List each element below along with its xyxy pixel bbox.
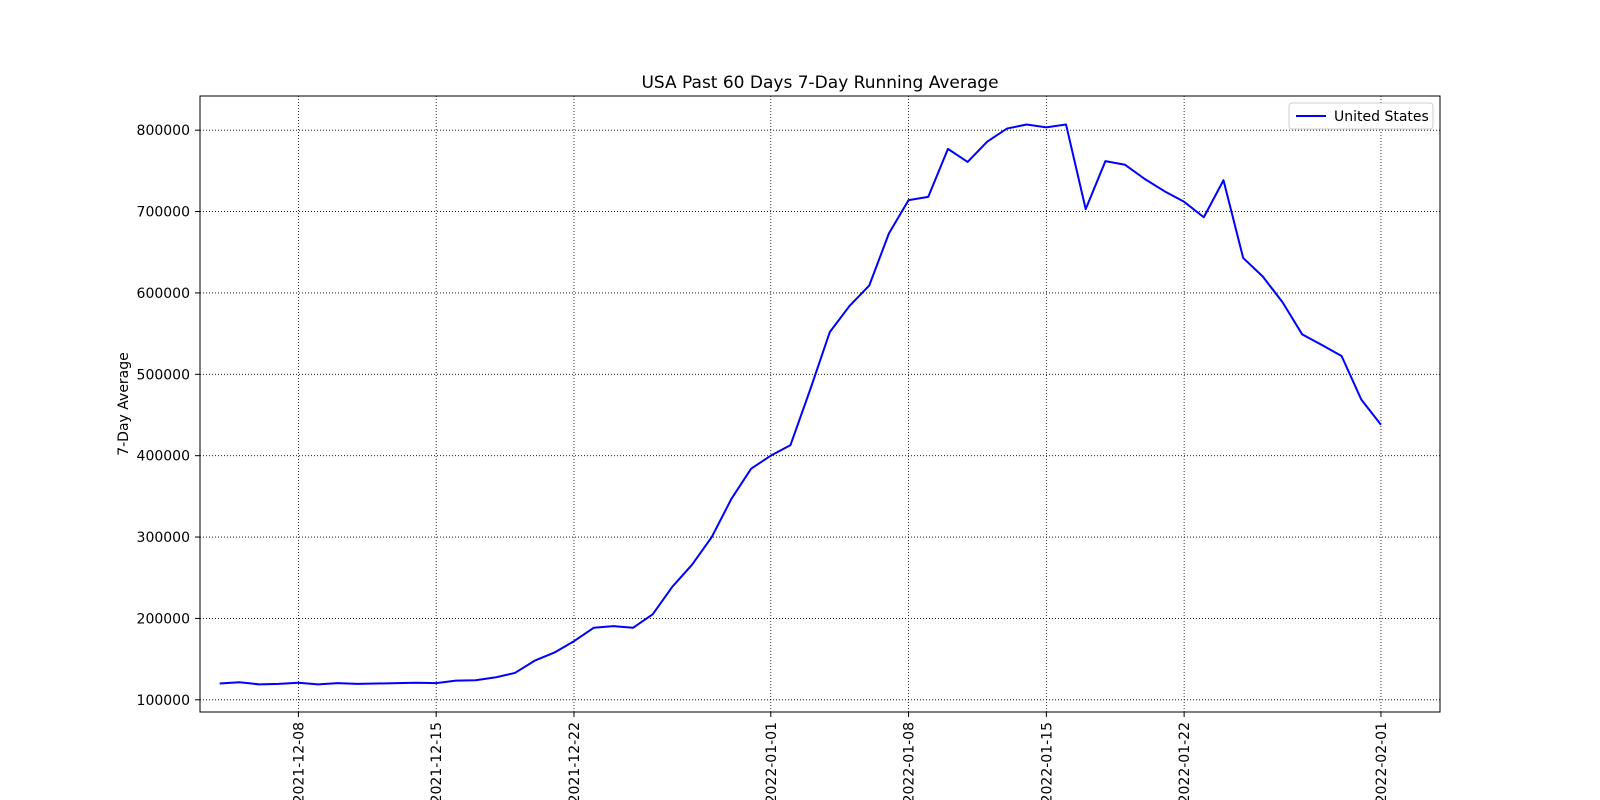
x-axis: 2021-12-08 2021-12-15 2021-12-22 2022-01-01… [291,712,1390,800]
x-tick-label: 2021-12-22 [567,722,583,800]
legend-label-united-states: United States [1334,109,1429,125]
plot-area-frame [199,95,1441,713]
y-axis: 100000 200000 300000 400000 500000 600000 7000… [137,123,200,709]
y-tick-label: 500000 [137,367,190,383]
x-tick-label: 2022-01-22 [1177,722,1193,800]
x-tick-label: 2021-12-08 [291,722,307,800]
series-line-0 [219,123,1382,686]
x-tick-label: 2021-12-15 [429,722,445,800]
x-tick-label: 2022-02-01 [1374,722,1390,800]
chart-title: USA Past 60 Days 7-Day Running Average [641,73,998,93]
y-tick-label: 600000 [137,286,190,302]
y-tick-label: 200000 [137,611,190,627]
legend-box [1288,102,1434,130]
x-tick-label: 2022-01-01 [764,722,780,800]
series-layer [219,123,1382,686]
grid [200,96,1440,712]
x-tick-label: 2022-01-08 [902,722,918,800]
x-tick-label: 2022-01-15 [1039,722,1055,800]
y-tick-label: 400000 [137,449,190,465]
y-tick-label: 100000 [137,693,190,709]
y-tick-label: 700000 [137,205,190,221]
y-tick-label: 300000 [137,530,190,546]
y-axis-title: 7-Day Average [116,352,132,456]
y-tick-label: 800000 [137,123,190,139]
legend: United States [1288,102,1434,130]
